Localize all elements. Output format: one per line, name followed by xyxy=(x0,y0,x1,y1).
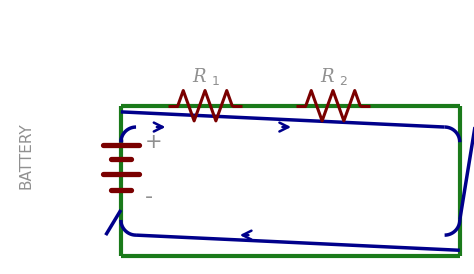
Text: +: + xyxy=(145,132,162,152)
Text: R: R xyxy=(320,68,334,86)
Text: 2: 2 xyxy=(339,75,347,88)
Text: 1: 1 xyxy=(211,75,219,88)
Text: -: - xyxy=(145,187,153,207)
Text: R: R xyxy=(192,68,206,86)
Text: BATTERY: BATTERY xyxy=(18,122,34,189)
